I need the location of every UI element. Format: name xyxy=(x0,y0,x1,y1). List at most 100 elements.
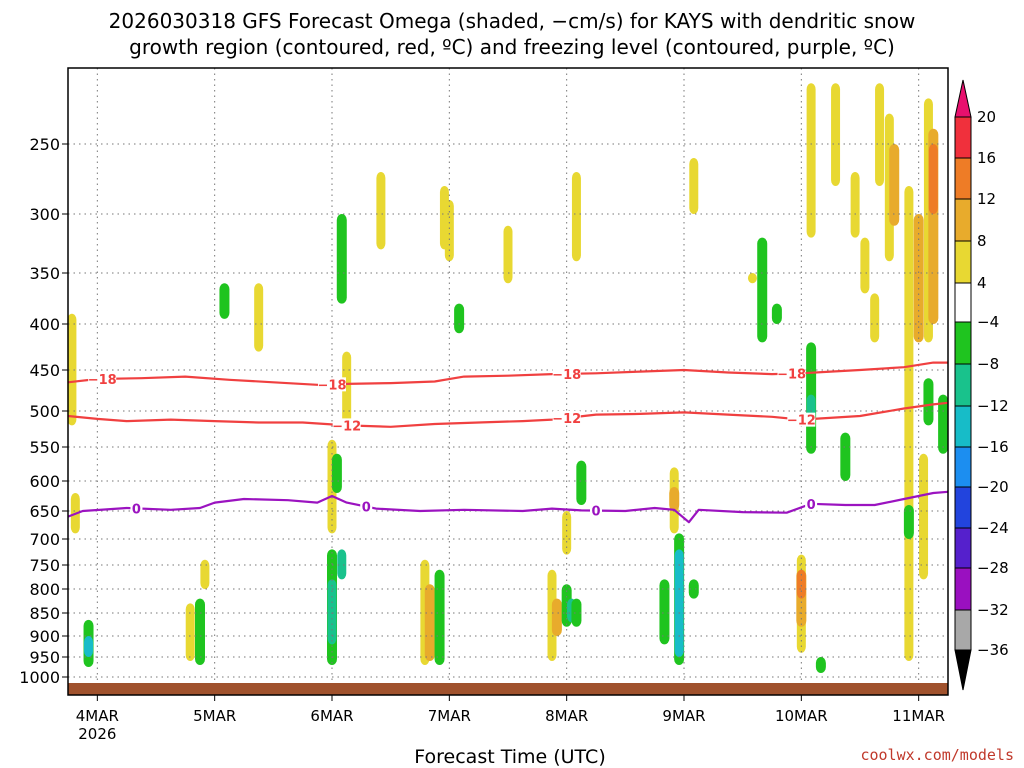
omega-region-19 xyxy=(434,569,445,665)
omega-region-40 xyxy=(771,303,782,324)
omega-region-25 xyxy=(551,598,562,636)
dgz-minus12-label-bg-0 xyxy=(332,418,361,433)
colorbar-band-1 xyxy=(954,157,972,200)
colorbar-band-0 xyxy=(954,116,972,159)
dgz-minus12-label-bg-1 xyxy=(552,410,581,425)
omega-region-33 xyxy=(669,487,680,511)
freezing-level-label-bg-0 xyxy=(130,501,143,516)
colorbar-label-0: 20 xyxy=(977,108,996,126)
omega-region-34 xyxy=(659,579,670,645)
y-tick-label-350: 350 xyxy=(29,264,60,283)
colorbar-label-2: 12 xyxy=(977,190,996,208)
omega-region-56 xyxy=(889,144,900,226)
y-tick-label-1000: 1000 xyxy=(19,668,60,687)
x-tick-label-9MAR: 9MAR xyxy=(662,707,705,725)
contours: −18 −18 −18 −18 −12 −12 −12 0 0 0 0 xyxy=(67,361,949,524)
omega-region-50 xyxy=(840,432,851,481)
omega-region-29 xyxy=(562,511,572,555)
x-tick-label-8MAR: 8MAR xyxy=(545,707,588,725)
y-tick-label-800: 800 xyxy=(29,580,60,599)
dgz-minus12-label-2: −12 xyxy=(787,414,816,429)
colorbar: 20 16 12 8 4 −4 −8 −12 −16 −20 −24 −28 −32 −36 xyxy=(954,79,1009,691)
y-tick-label-900: 900 xyxy=(29,627,60,646)
dgz-minus12-line xyxy=(67,401,949,428)
y-tick-label-550: 550 xyxy=(29,438,60,457)
x-tick-label-5MAR: 5MAR xyxy=(193,707,236,725)
y-tick-label-950: 950 xyxy=(29,648,60,667)
x-tick-sublabel-4MAR: 2026 xyxy=(78,725,116,743)
omega-region-37 xyxy=(688,579,699,599)
y-tick-label-700: 700 xyxy=(29,530,60,549)
credit-link[interactable]: coolwx.com/models xyxy=(860,746,1014,764)
omega-region-3 xyxy=(84,636,94,657)
colorbar-bottom-arrow xyxy=(954,649,972,691)
y-axis: 250 300 350 400 450 500 550 600 650 700 750 800 850 9… xyxy=(19,135,68,687)
freezing-level-label-bg-2 xyxy=(590,503,602,518)
freezing-level-label-bg-3 xyxy=(805,496,818,511)
omega-region-22 xyxy=(454,303,465,334)
colorbar-band-4 xyxy=(954,282,972,323)
colorbar-label-13: −36 xyxy=(977,641,1009,659)
colorbar-label-6: −8 xyxy=(977,355,999,373)
omega-region-61 xyxy=(928,144,938,214)
y-tick-label-300: 300 xyxy=(29,205,60,224)
colorbar-band-9 xyxy=(954,486,972,529)
ground-fill xyxy=(68,683,948,695)
colorbar-band-8 xyxy=(954,446,972,488)
y-tick-label-500: 500 xyxy=(29,402,60,421)
colorbar-label-9: −20 xyxy=(977,478,1009,496)
omega-region-4 xyxy=(185,603,195,661)
colorbar-label-7: −12 xyxy=(977,397,1009,415)
y-tick-label-450: 450 xyxy=(29,361,60,380)
x-tick-label-7MAR: 7MAR xyxy=(428,707,471,725)
dgz-minus12-label-1: −12 xyxy=(552,412,581,427)
y-tick-label-650: 650 xyxy=(29,502,60,521)
omega-region-18 xyxy=(424,584,435,661)
omega-region-53 xyxy=(870,293,880,343)
colorbar-label-4: 4 xyxy=(977,274,987,292)
colorbar-label-5: −4 xyxy=(977,313,999,331)
dgz-minus18-label-0: −18 xyxy=(88,373,117,388)
dgz-minus12-label-0: −12 xyxy=(332,419,361,434)
colorbar-band-6 xyxy=(954,363,972,407)
omega-region-8 xyxy=(219,283,230,319)
omega-region-63 xyxy=(919,453,929,580)
x-tick-label-6MAR: 6MAR xyxy=(310,707,353,725)
dgz-minus18-label-bg-1 xyxy=(318,377,346,392)
x-tick-label-4MAR: 4MAR xyxy=(76,707,119,725)
dgz-minus18-line xyxy=(67,361,948,386)
omega-region-36 xyxy=(674,549,684,657)
omega-region-51 xyxy=(850,172,860,238)
omega-region-41 xyxy=(747,273,757,284)
colorbar-band-7 xyxy=(954,405,972,448)
colorbar-band-12 xyxy=(954,609,972,651)
colorbar-label-10: −24 xyxy=(977,519,1009,537)
colorbar-band-11 xyxy=(954,567,972,611)
chart-title-line-2: growth region (contoured, red, ºC) and f… xyxy=(129,35,895,59)
omega-region-16 xyxy=(376,172,386,250)
omega-region-65 xyxy=(938,394,949,454)
omega-shading xyxy=(67,83,949,673)
colorbar-band-2 xyxy=(954,198,972,242)
freezing-level-label-bg-1 xyxy=(360,499,373,514)
x-tick-label-11MAR: 11MAR xyxy=(892,707,945,725)
omega-region-13 xyxy=(337,549,347,580)
dgz-minus18-label-bg-2 xyxy=(552,366,581,381)
omega-region-39 xyxy=(757,237,768,343)
colorbar-label-8: −16 xyxy=(977,438,1009,456)
dgz-minus18-label-bg-3 xyxy=(777,366,806,381)
y-tick-label-850: 850 xyxy=(29,604,60,623)
omega-region-48 xyxy=(806,83,816,238)
x-axis-label: Forecast Time (UTC) xyxy=(414,746,605,768)
y-tick-label-250: 250 xyxy=(29,135,60,154)
plot-frame xyxy=(67,67,949,696)
omega-region-47 xyxy=(815,657,826,673)
dgz-minus18-label-bg-0 xyxy=(88,371,117,386)
dgz-minus12-label-bg-2 xyxy=(787,412,816,427)
omega-region-0 xyxy=(67,313,77,426)
omega-region-10 xyxy=(331,453,342,493)
omega-region-12 xyxy=(327,579,337,645)
freezing-level-label-1: 0 xyxy=(362,501,371,516)
